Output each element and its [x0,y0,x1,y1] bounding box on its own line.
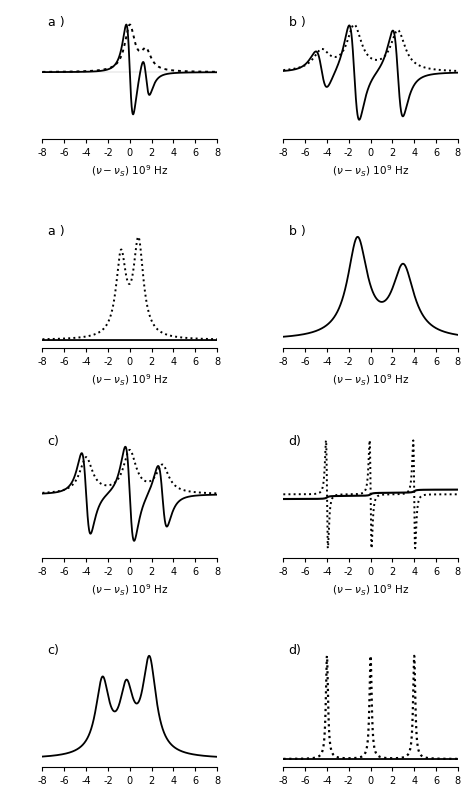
Text: a ): a ) [48,16,64,28]
Text: d): d) [288,644,302,657]
X-axis label: $(\nu-\nu_S)\ 10^9\ \mathrm{Hz}$: $(\nu-\nu_S)\ 10^9\ \mathrm{Hz}$ [332,373,409,388]
Text: c): c) [48,644,59,657]
Text: b ): b ) [288,225,305,238]
Text: a ): a ) [48,225,64,238]
X-axis label: $(\nu-\nu_S)\ 10^9\ \mathrm{Hz}$: $(\nu-\nu_S)\ 10^9\ \mathrm{Hz}$ [91,373,169,388]
Text: b ): b ) [288,16,305,28]
Text: d): d) [288,434,302,448]
Text: c): c) [48,434,59,448]
X-axis label: $(\nu-\nu_S)\ 10^9\ \mathrm{Hz}$: $(\nu-\nu_S)\ 10^9\ \mathrm{Hz}$ [332,164,409,179]
X-axis label: $(\nu-\nu_S)\ 10^9\ \mathrm{Hz}$: $(\nu-\nu_S)\ 10^9\ \mathrm{Hz}$ [91,582,169,598]
X-axis label: $(\nu-\nu_S)\ 10^9\ \mathrm{Hz}$: $(\nu-\nu_S)\ 10^9\ \mathrm{Hz}$ [91,164,169,179]
X-axis label: $(\nu-\nu_S)\ 10^9\ \mathrm{Hz}$: $(\nu-\nu_S)\ 10^9\ \mathrm{Hz}$ [332,582,409,598]
